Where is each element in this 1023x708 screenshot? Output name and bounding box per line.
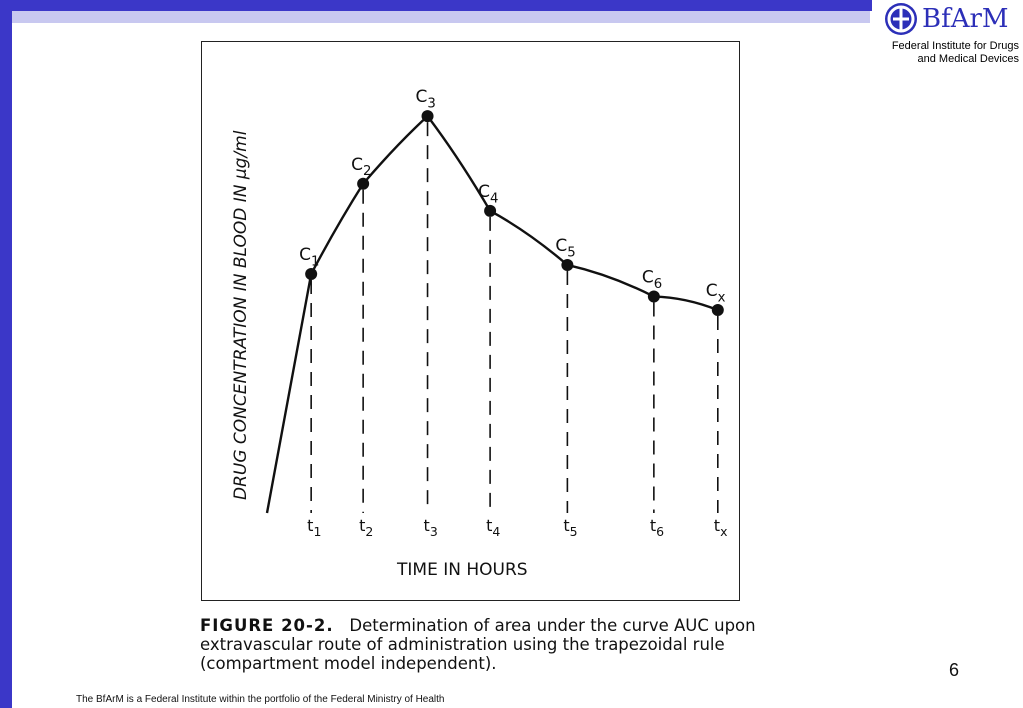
point-label-c5: C5 <box>555 236 575 260</box>
top-accent-bar <box>0 0 1023 11</box>
point-label-c2: C2 <box>351 155 371 179</box>
tick-label-tx: tx <box>714 516 728 539</box>
footer-text: The BfArM is a Federal Institute within … <box>76 694 445 705</box>
tick-label-t1: t1 <box>307 516 321 539</box>
figure-caption: FIGURE 20-2. Determination of area under… <box>200 616 760 673</box>
data-point-c2 <box>357 177 370 190</box>
tick-label-t5: t5 <box>563 516 577 539</box>
concentration-curve <box>265 114 719 514</box>
caption-lead: FIGURE 20-2. <box>200 616 334 635</box>
bfarm-emblem-icon <box>885 3 917 35</box>
bfarm-logo: BfArM Federal Institute for Drugs and Me… <box>872 0 1023 70</box>
point-label-cx: Cx <box>706 281 726 305</box>
point-label-c6: C6 <box>642 268 662 292</box>
data-point-c4 <box>484 204 497 217</box>
y-axis-label: DRUG CONCENTRATION IN BLOOD IN µg/ml <box>231 130 251 500</box>
figure-frame: C1 t1 C2 t2 C3 t3 C4 t4 C5 t5 C6 t6 Cx tx TIME IN HOUR… <box>201 41 740 601</box>
tick-label-t4: t4 <box>486 516 500 539</box>
data-point-c1 <box>305 267 318 280</box>
left-accent-bar <box>0 11 12 708</box>
tick-label-t3: t3 <box>424 516 438 539</box>
caption-line2: extravascular route of administration us… <box>200 635 725 654</box>
data-point-c5 <box>561 258 574 271</box>
caption-line3: (compartment model independent). <box>200 654 497 673</box>
brand-subtitle-line1: Federal Institute for Drugs <box>891 40 1019 52</box>
brand-name: BfArM <box>922 4 1009 34</box>
brand-subtitle-line2: and Medical Devices <box>917 53 1020 65</box>
point-label-c3: C3 <box>416 87 436 111</box>
point-label-c4: C4 <box>478 182 498 206</box>
top-light-band <box>0 11 870 23</box>
brand-subtitle: Federal Institute for Drugs and Medical … <box>869 40 1019 66</box>
auc-chart: C1 t1 C2 t2 C3 t3 C4 t4 C5 t5 C6 t6 Cx tx TIME IN HOUR… <box>231 87 728 580</box>
point-label-c1: C1 <box>299 245 319 269</box>
caption-line1: Determination of area under the curve AU… <box>349 616 756 635</box>
data-point-cx <box>711 304 724 317</box>
x-axis-label: TIME IN HOURS <box>396 560 528 580</box>
page-number: 6 <box>949 660 960 680</box>
data-point-c6 <box>647 290 660 303</box>
data-point-c3 <box>421 110 434 123</box>
tick-label-t6: t6 <box>650 516 664 539</box>
tick-label-t2: t2 <box>359 516 373 539</box>
